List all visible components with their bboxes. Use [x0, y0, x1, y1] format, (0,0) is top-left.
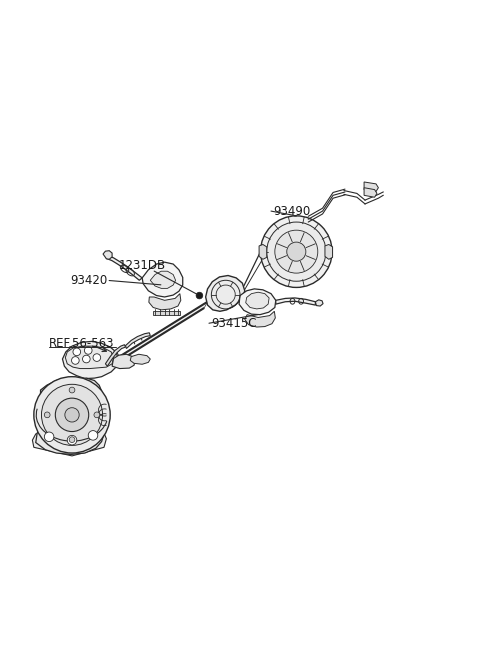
Circle shape	[88, 430, 98, 440]
Circle shape	[267, 222, 326, 281]
Polygon shape	[40, 378, 102, 403]
Polygon shape	[106, 344, 125, 366]
Circle shape	[69, 437, 75, 443]
Circle shape	[287, 242, 306, 261]
Circle shape	[275, 230, 318, 273]
Polygon shape	[112, 354, 135, 369]
Circle shape	[65, 407, 79, 422]
Circle shape	[44, 412, 50, 418]
Text: 1231DB: 1231DB	[118, 260, 166, 272]
Polygon shape	[107, 255, 142, 280]
Polygon shape	[130, 354, 150, 364]
Circle shape	[93, 354, 101, 361]
Polygon shape	[142, 262, 183, 297]
Circle shape	[73, 348, 81, 356]
Polygon shape	[315, 300, 323, 306]
Polygon shape	[259, 245, 267, 259]
Circle shape	[67, 436, 77, 445]
Circle shape	[83, 355, 90, 363]
Text: 93490: 93490	[274, 205, 311, 218]
Circle shape	[44, 432, 54, 441]
Polygon shape	[325, 245, 333, 259]
Polygon shape	[62, 341, 118, 379]
Polygon shape	[205, 276, 245, 312]
Polygon shape	[149, 294, 181, 310]
Text: 93415C: 93415C	[211, 317, 257, 330]
Polygon shape	[364, 188, 377, 197]
Text: 93420: 93420	[71, 274, 108, 287]
Circle shape	[69, 387, 75, 393]
Polygon shape	[239, 289, 276, 315]
Polygon shape	[153, 312, 180, 315]
Circle shape	[196, 292, 203, 299]
Text: REF.56-563: REF.56-563	[49, 337, 115, 350]
Circle shape	[261, 216, 332, 287]
Polygon shape	[33, 424, 107, 456]
Polygon shape	[150, 271, 176, 289]
Circle shape	[94, 412, 100, 418]
Polygon shape	[276, 298, 315, 305]
Polygon shape	[65, 346, 114, 369]
Polygon shape	[245, 312, 276, 327]
Circle shape	[72, 357, 79, 364]
Polygon shape	[125, 333, 150, 348]
Polygon shape	[101, 302, 207, 373]
Polygon shape	[246, 292, 269, 309]
Circle shape	[34, 377, 110, 453]
Circle shape	[55, 398, 89, 432]
Polygon shape	[103, 251, 112, 259]
Polygon shape	[36, 413, 104, 455]
Circle shape	[41, 384, 103, 445]
Polygon shape	[364, 182, 378, 192]
Circle shape	[84, 346, 92, 354]
